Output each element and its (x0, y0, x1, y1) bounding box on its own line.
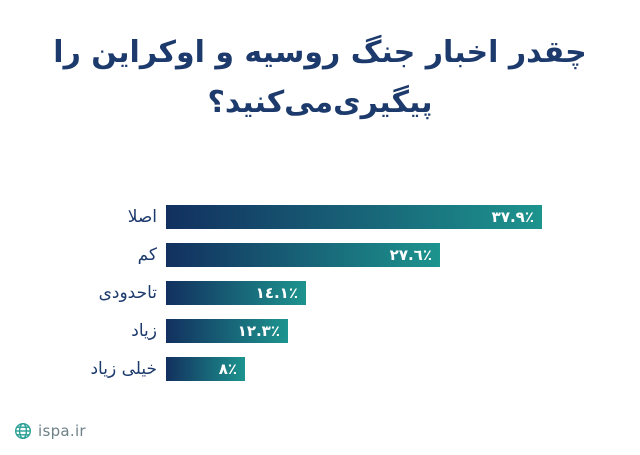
value-label: ٣٧.٩٪ (491, 208, 534, 226)
category-label: زیاد (131, 321, 157, 341)
bar-row: تاحدودی ١٤.١٪ (0, 281, 640, 305)
category-label: اصلا (127, 207, 157, 227)
category-label: خیلی زیاد (90, 359, 157, 379)
bar: ١٤.١٪ (166, 281, 306, 305)
value-label: ١٢.٣٪ (237, 322, 280, 340)
bar-row: اصلا ٣٧.٩٪ (0, 205, 640, 229)
site-label: ispa.ir (38, 422, 86, 440)
bar-row: خیلی زیاد ٨٪ (0, 357, 640, 381)
chart-rows: اصلا ٣٧.٩٪ کم ٢٧.٦٪ تاحدودی ١٤.١٪ زیاد ١٢.٣٪ خیل… (0, 205, 640, 381)
page-title: چقدر اخبار جنگ روسیه و اوکراین را پیگیری… (0, 28, 640, 128)
category-label: کم (137, 245, 157, 265)
title-line-1: چقدر اخبار جنگ روسیه و اوکراین را (53, 35, 587, 70)
globe-icon (14, 422, 32, 440)
title-line-2: پیگیری‌می‌کنید؟ (207, 85, 433, 120)
value-label: ٢٧.٦٪ (389, 246, 432, 264)
bar: ٣٧.٩٪ (166, 205, 542, 229)
bar-row: زیاد ١٢.٣٪ (0, 319, 640, 343)
category-label: تاحدودی (98, 283, 157, 303)
bar: ٨٪ (166, 357, 245, 381)
bar: ٢٧.٦٪ (166, 243, 440, 267)
value-label: ١٤.١٪ (255, 284, 298, 302)
bar: ١٢.٣٪ (166, 319, 288, 343)
bar-row: کم ٢٧.٦٪ (0, 243, 640, 267)
bar-chart: اصلا ٣٧.٩٪ کم ٢٧.٦٪ تاحدودی ١٤.١٪ زیاد ١٢.٣٪ خیل… (0, 205, 640, 381)
value-label: ٨٪ (218, 360, 237, 378)
source-footer: ispa.ir (14, 422, 86, 440)
